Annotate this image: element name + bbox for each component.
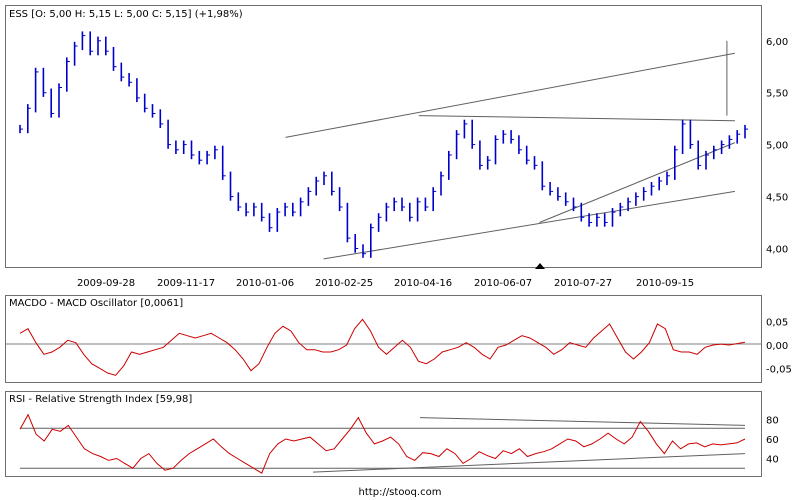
rsi-y-tick: 80: [766, 416, 779, 427]
macdo-series: [19, 318, 746, 376]
price-panel-title: ESS [O: 5,00 H: 5,15 L: 5,00 C: 5,15] (+…: [9, 9, 243, 20]
position-marker-icon: [535, 263, 545, 269]
rsi-trendline: [312, 453, 746, 473]
x-tick-label: 2010-07-27: [554, 278, 612, 289]
rsi-trendline: [419, 417, 746, 426]
price-x-axis: 2009-09-28 2009-11-17 2010-01-06 2010-02…: [77, 278, 694, 289]
rsi-trendlines: [20, 417, 746, 473]
footer-url[interactable]: http://stooq.com: [359, 487, 442, 498]
price-trendline: [323, 190, 735, 260]
rsi-panel-frame: [5, 391, 762, 477]
rsi-series: [19, 413, 746, 474]
price-y-tick: 5,50: [766, 89, 788, 100]
price-panel-frame: [5, 5, 762, 268]
price-trendline: [285, 52, 735, 138]
macdo-y-tick: 0,00: [766, 341, 788, 352]
x-tick-label: 2010-06-07: [474, 278, 532, 289]
price-y-tick: 4,00: [766, 245, 788, 256]
price-y-axis: 4,00 4,50 5,00 5,50 6,00: [766, 37, 788, 256]
price-y-tick: 5,00: [766, 141, 788, 152]
macdo-panel-frame: [5, 295, 762, 383]
price-trendlines: [285, 40, 736, 260]
price-trendline: [539, 142, 736, 223]
price-series: [19, 31, 748, 258]
x-tick-label: 2010-04-16: [394, 278, 452, 289]
macdo-line: [19, 318, 746, 376]
macdo-panel-title: MACDO - MACD Oscillator [0,0061]: [9, 298, 183, 309]
rsi-y-tick: 40: [766, 455, 779, 466]
x-tick-label: 2010-01-06: [236, 278, 294, 289]
price-y-tick: 6,00: [766, 37, 788, 48]
price-y-tick: 4,50: [766, 193, 788, 204]
macdo-y-tick: -0,05: [766, 364, 792, 375]
rsi-panel-title: RSI - Relative Strength Index [59,98]: [9, 394, 192, 405]
rsi-y-tick: 60: [766, 435, 779, 446]
macdo-y-axis: -0,05 0,00 0,05: [766, 318, 792, 376]
x-tick-label: 2009-11-17: [157, 278, 215, 289]
x-tick-label: 2010-09-15: [636, 278, 694, 289]
rsi-line: [19, 413, 746, 474]
rsi-y-axis: 40 60 80: [766, 416, 779, 466]
x-tick-label: 2010-02-25: [315, 278, 373, 289]
macdo-y-tick: 0,05: [766, 318, 788, 329]
x-tick-label: 2009-09-28: [77, 278, 135, 289]
